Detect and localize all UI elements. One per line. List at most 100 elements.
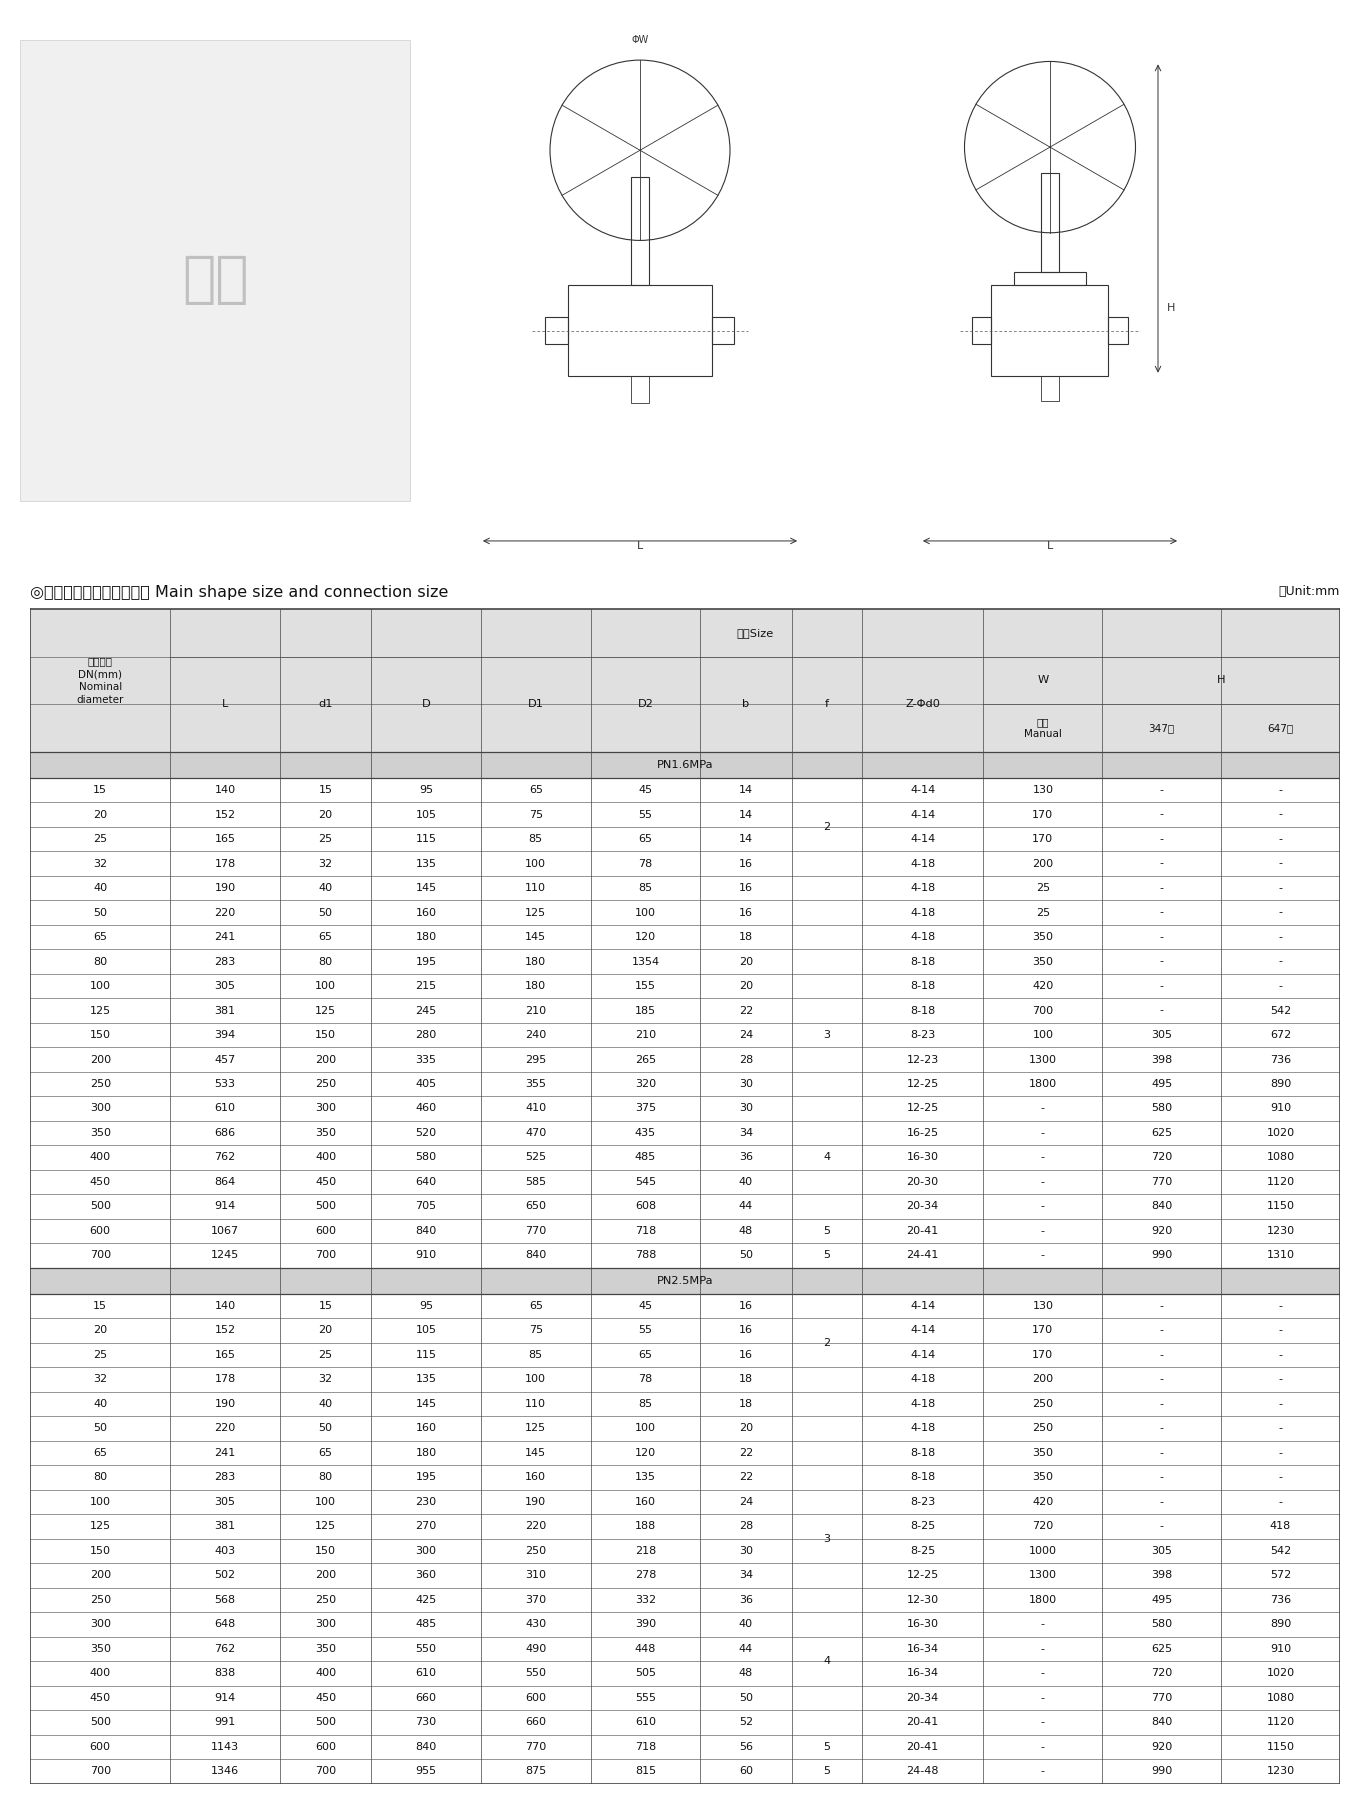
Bar: [30, 1170, 1340, 1194]
Text: 400: 400: [315, 1669, 336, 1678]
Text: 890: 890: [1270, 1079, 1291, 1090]
Text: 505: 505: [634, 1669, 656, 1678]
Bar: [30, 1685, 1340, 1710]
Text: 350: 350: [1033, 931, 1054, 942]
Text: 180: 180: [525, 982, 547, 991]
Text: 20: 20: [93, 1325, 107, 1336]
Bar: [30, 1194, 1340, 1219]
Text: 660: 660: [525, 1717, 547, 1728]
Text: 864: 864: [215, 1178, 236, 1187]
Text: 610: 610: [215, 1104, 236, 1113]
Text: 250: 250: [89, 1595, 111, 1606]
Text: 95: 95: [419, 1302, 433, 1311]
Bar: [984, 705, 1103, 752]
Text: 220: 220: [215, 908, 236, 917]
Text: 165: 165: [215, 1350, 236, 1359]
Text: 50: 50: [93, 1424, 107, 1433]
Text: 178: 178: [215, 858, 236, 868]
Text: 130: 130: [1033, 1302, 1054, 1311]
Text: 542: 542: [1270, 1546, 1291, 1555]
Text: 525: 525: [525, 1153, 547, 1163]
Text: 110: 110: [525, 883, 547, 894]
Text: 700: 700: [315, 1766, 336, 1776]
Bar: [992, 286, 1108, 376]
Text: 80: 80: [319, 1473, 333, 1482]
Text: 32: 32: [319, 858, 333, 868]
Text: 550: 550: [525, 1669, 547, 1678]
Bar: [545, 316, 569, 343]
Text: 100: 100: [525, 1374, 547, 1384]
Text: 100: 100: [315, 1498, 336, 1507]
Text: 200: 200: [1033, 1374, 1054, 1384]
Text: 533: 533: [215, 1079, 236, 1090]
Text: 18: 18: [738, 1374, 754, 1384]
Text: 28: 28: [738, 1054, 754, 1064]
Text: 44: 44: [738, 1643, 754, 1654]
Text: 195: 195: [415, 957, 437, 967]
Bar: [30, 1758, 1340, 1784]
Text: 32: 32: [93, 1374, 107, 1384]
Text: -: -: [1278, 1302, 1282, 1311]
Text: -: -: [1159, 1498, 1163, 1507]
Bar: [21, 40, 410, 502]
Text: 625: 625: [1151, 1643, 1173, 1654]
Text: -: -: [1159, 908, 1163, 917]
Text: 218: 218: [634, 1546, 656, 1555]
Text: 450: 450: [315, 1694, 336, 1703]
Text: 550: 550: [415, 1643, 437, 1654]
Text: 450: 450: [89, 1178, 111, 1187]
Text: 815: 815: [634, 1766, 656, 1776]
Text: 448: 448: [634, 1643, 656, 1654]
Text: 110: 110: [525, 1399, 547, 1410]
Text: 400: 400: [89, 1153, 111, 1163]
Text: 405: 405: [415, 1079, 437, 1090]
Text: 公称通径
DN(mm)
Nominal
diameter: 公称通径 DN(mm) Nominal diameter: [77, 656, 123, 705]
Text: 100: 100: [89, 1498, 111, 1507]
Bar: [30, 901, 1340, 924]
Text: 16: 16: [738, 1350, 754, 1359]
Text: -: -: [1278, 957, 1282, 967]
Text: -: -: [1041, 1201, 1045, 1212]
Text: -: -: [1278, 1350, 1282, 1359]
Text: 1230: 1230: [1266, 1226, 1295, 1235]
Text: D2: D2: [637, 699, 653, 708]
Text: 115: 115: [415, 834, 437, 843]
Text: 4: 4: [823, 1153, 830, 1163]
Text: 195: 195: [415, 1473, 437, 1482]
Text: 1080: 1080: [1266, 1694, 1295, 1703]
Text: 610: 610: [415, 1669, 437, 1678]
Text: W: W: [1037, 676, 1048, 685]
Text: 4-18: 4-18: [910, 931, 936, 942]
Text: L: L: [637, 541, 643, 550]
Text: 4-18: 4-18: [910, 1374, 936, 1384]
Text: -: -: [1041, 1226, 1045, 1235]
Text: 991: 991: [215, 1717, 236, 1728]
Bar: [30, 949, 1340, 975]
Text: -: -: [1159, 1325, 1163, 1336]
Text: -: -: [1278, 809, 1282, 820]
Text: 545: 545: [634, 1178, 656, 1187]
Text: 485: 485: [634, 1153, 656, 1163]
Text: 1143: 1143: [211, 1742, 240, 1751]
Text: 347型: 347型: [1148, 723, 1174, 734]
Text: 350: 350: [1033, 1447, 1054, 1458]
Text: 150: 150: [315, 1546, 336, 1555]
Bar: [371, 656, 481, 752]
Text: 398: 398: [1151, 1054, 1173, 1064]
Text: 22: 22: [738, 1473, 754, 1482]
Text: 305: 305: [215, 1498, 236, 1507]
Text: 8-18: 8-18: [910, 1447, 936, 1458]
Text: 600: 600: [89, 1742, 111, 1751]
Text: 300: 300: [315, 1620, 336, 1629]
Bar: [30, 1023, 1340, 1046]
Text: 20: 20: [319, 809, 333, 820]
Text: 15: 15: [93, 786, 107, 795]
Text: 370: 370: [525, 1595, 547, 1606]
Text: 位Unit:mm: 位Unit:mm: [1278, 584, 1340, 599]
Text: 22: 22: [738, 1447, 754, 1458]
Text: 250: 250: [315, 1079, 336, 1090]
Text: 125: 125: [525, 1424, 547, 1433]
Text: 220: 220: [215, 1424, 236, 1433]
Text: 910: 910: [1270, 1104, 1291, 1113]
Text: 335: 335: [415, 1054, 437, 1064]
